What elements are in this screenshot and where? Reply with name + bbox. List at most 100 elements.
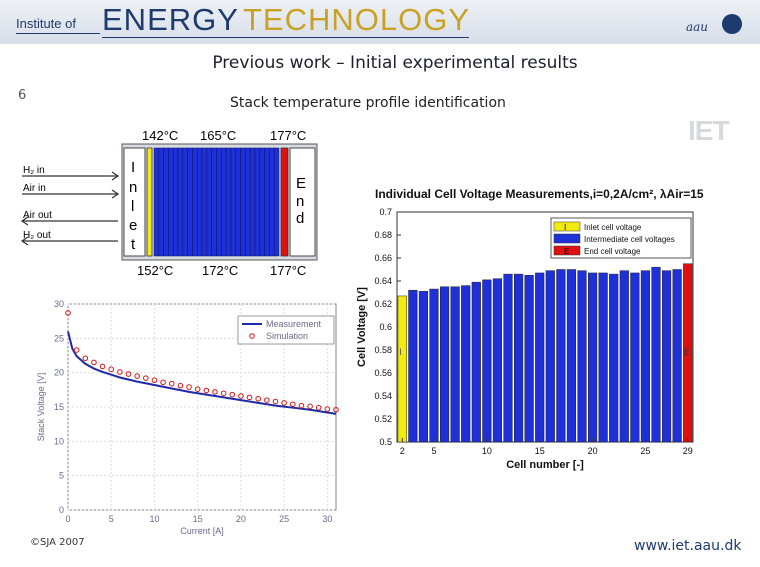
x-tick-label: 10 [482,446,492,456]
simulation-point [151,377,158,384]
simulation-point [91,359,97,366]
y-axis-label: Stack Voltage [V] [36,373,46,442]
x-axis-label: Current [A] [180,526,224,536]
simulation-point [255,395,261,402]
cell-bar [429,288,439,443]
simulation-point [220,390,227,397]
y-tick-label: 0.66 [374,253,392,263]
top-temp-end: 177°C [270,128,306,143]
x-tick-label: 25 [640,446,650,456]
legend-label: Intermediate cell voltages [584,235,675,244]
port-h2-in: H₂ in [23,165,45,176]
y-tick-label: 5 [59,471,64,481]
stack-temperature-diagram: 142°C 165°C 177°C I n l e t E n d H₂ in … [20,128,318,278]
simulation-point [65,310,71,316]
stack-cell [221,147,227,257]
simulation-point [160,379,166,386]
legend-swatch-letter: E [564,247,569,256]
x-tick-label: 2 [400,446,405,456]
inlet-endplate [123,147,146,257]
stack-cell [158,147,164,257]
svg-text:l: l [131,198,134,215]
x-tick-label: 20 [588,446,598,456]
simulation-point [143,375,149,381]
bar-chart-title: Individual Cell Voltage Measurements,i=0… [375,187,704,201]
simulation-point [99,363,106,370]
cell-bar [630,272,640,443]
cell-bar [397,295,407,443]
y-tick-label: 0.62 [374,299,392,309]
stack-cell [197,147,203,257]
y-tick-label: 15 [54,402,64,412]
x-tick-label: 15 [535,446,545,456]
simulation-point [177,382,184,389]
port-arrows [20,171,120,246]
x-tick-label: 29 [683,446,693,456]
website-url: www.iet.aau.dk [634,538,742,554]
y-tick-label: 0.64 [374,276,392,286]
legend-label: End cell voltage [584,247,641,256]
iet-logo: IET [688,115,730,146]
energy-wordmark: ENERGY [102,2,239,37]
cell-bar [577,270,587,443]
x-tick-label: 15 [193,514,203,524]
stack-cell [187,147,193,257]
svg-text:n: n [129,179,137,196]
end-letters: E n d [296,175,306,227]
cell-bar [471,281,481,443]
stack-cell [177,147,184,257]
y-tick-label: 0.5 [379,437,392,447]
cell-bar [598,272,608,443]
y-tick-label: 0.6 [379,322,392,332]
top-temp-inlet: 142°C [142,128,178,143]
measurement-line [67,331,337,415]
cell-bar [503,273,513,443]
stack-cell [269,147,275,257]
cell-bar [609,273,619,443]
slide-title: Previous work – Initial experimental res… [212,53,578,73]
y-tick-label: 30 [54,299,64,309]
simulation-point [333,406,339,413]
y-tick-label: 10 [54,436,64,446]
aau-logo-icon [722,14,742,34]
cell-bar [651,266,661,443]
technology-wordmark: TECHNOLOGY [243,2,471,37]
end-endplate [289,147,316,257]
cell-bar [587,272,598,443]
header-divider [16,33,100,34]
cell-bar [492,278,503,443]
simulation-point [108,366,115,373]
stack-cell [153,147,160,257]
simulation-point [117,369,123,375]
bottom-temp-end: 177°C [270,263,306,278]
y-tick-label: 0.7 [379,207,392,217]
simulation-point [229,391,236,398]
cell-bar [450,286,460,443]
stack-cell [240,147,246,257]
simulation-point [289,401,296,408]
stack-cell [245,147,251,257]
top-temperature-labels: 142°C 165°C 177°C [142,128,306,143]
x-tick-label: 5 [109,514,114,524]
svg-text:E: E [296,175,306,192]
cell-bar [566,269,577,443]
port-h2-out: H₂ out [23,230,51,241]
svg-text:d: d [296,210,304,227]
stack-cell [206,147,212,257]
svg-text:n: n [296,193,304,210]
y-tick-label: 0.68 [374,230,392,240]
cell-bar [408,289,418,443]
copyright-notice: ©SJA 2007 [30,537,85,548]
simulation-point [272,398,279,405]
svg-text:I: I [131,159,135,176]
x-tick-label: 0 [65,514,70,524]
legend-swatch [553,221,581,232]
simulation-point [212,389,218,395]
stack-cell [235,147,241,257]
slide-subtitle: Stack temperature profile identification [230,95,506,111]
cell-bar [513,273,524,443]
y-tick-label: 0.56 [374,368,392,378]
x-tick-label: 25 [279,514,289,524]
bottom-temp-mid: 172°C [202,263,238,278]
simulation-point [264,397,270,403]
